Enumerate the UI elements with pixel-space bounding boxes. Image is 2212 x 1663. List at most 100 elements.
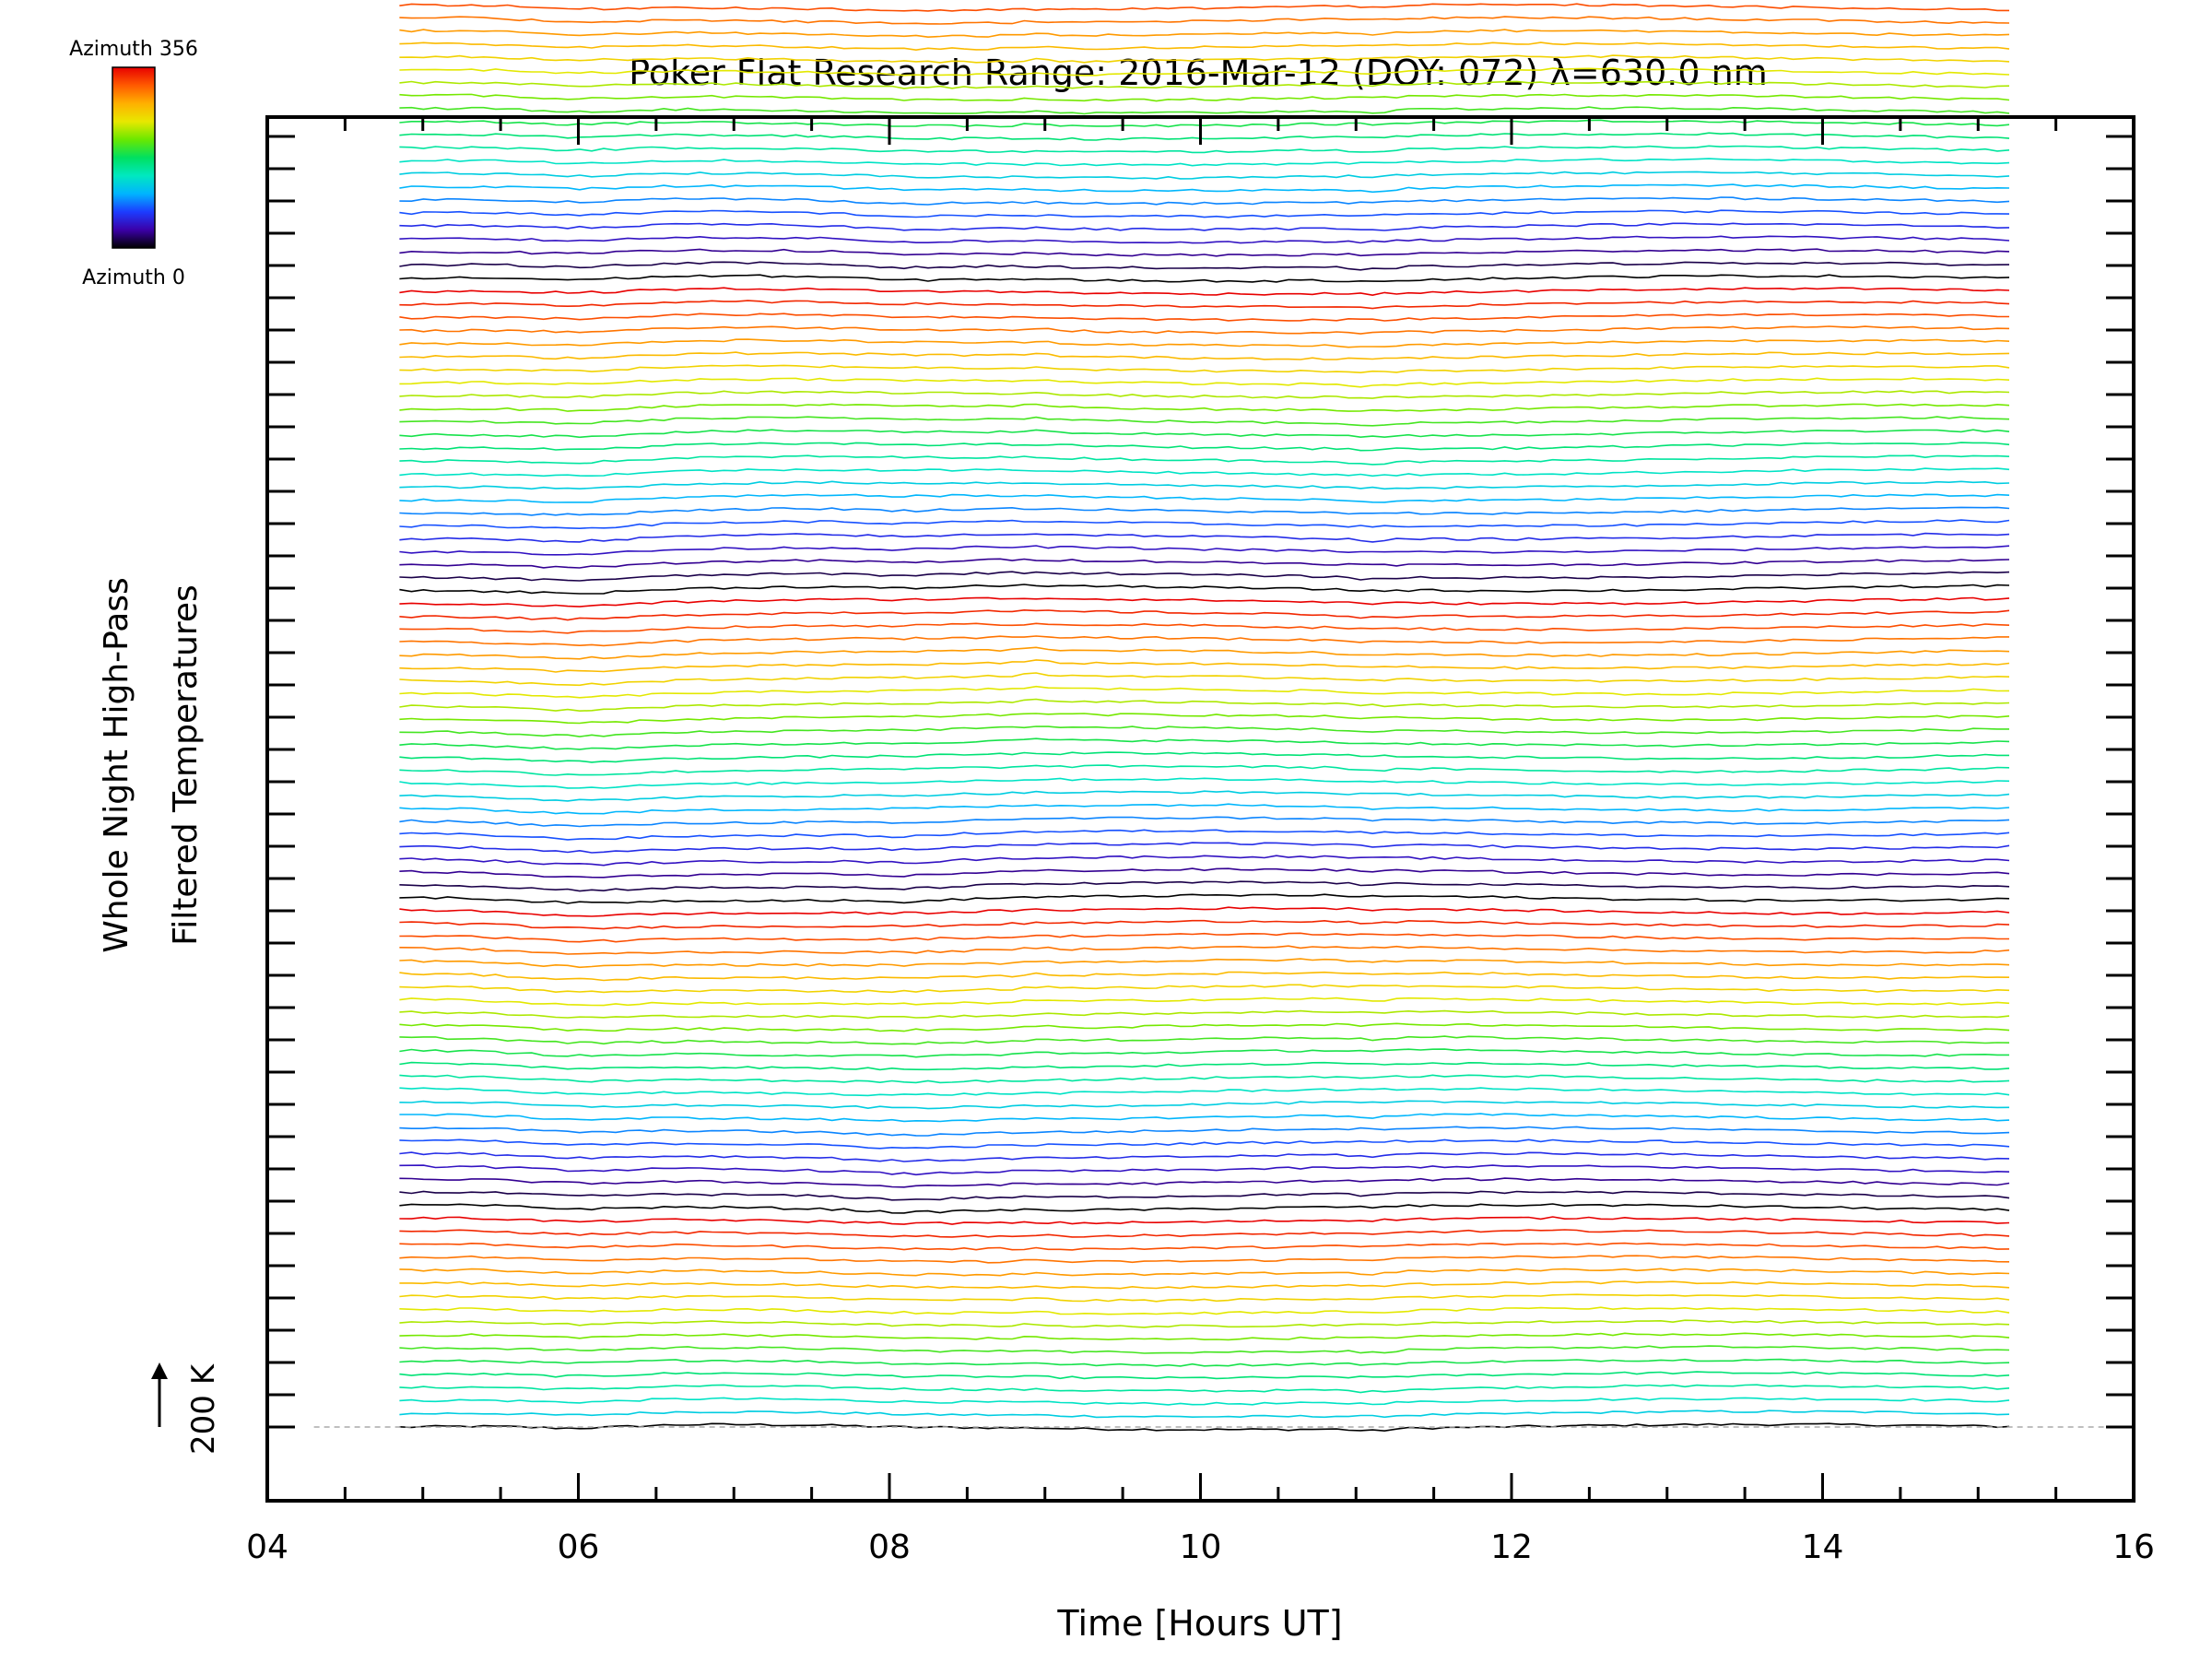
series-line bbox=[399, 737, 2010, 750]
y-axis-label-line2: Filtered Temperatures bbox=[167, 584, 205, 946]
series-line bbox=[399, 506, 2010, 516]
x-tick-label: 12 bbox=[1490, 1528, 1533, 1566]
series-line bbox=[399, 932, 2009, 943]
series-line bbox=[399, 1280, 2010, 1290]
colorbar-top-label: Azimuth 356 bbox=[69, 38, 198, 61]
series-line bbox=[399, 635, 2009, 647]
series-line bbox=[399, 1074, 2010, 1084]
series-line bbox=[399, 751, 2009, 763]
series-line bbox=[399, 1255, 2010, 1264]
series-line bbox=[399, 209, 2010, 218]
series-line bbox=[399, 338, 2010, 348]
series-line bbox=[399, 777, 2010, 789]
series-line bbox=[399, 997, 2010, 1007]
series-line bbox=[399, 984, 2010, 994]
series-line bbox=[399, 713, 2010, 725]
x-tick-label: 08 bbox=[868, 1528, 911, 1566]
series-line bbox=[399, 67, 2010, 77]
series-line bbox=[399, 171, 2010, 180]
series-line bbox=[399, 93, 2010, 102]
scale-bar: 200 K bbox=[151, 1362, 222, 1455]
series-line bbox=[399, 1138, 2010, 1150]
series-line bbox=[399, 1422, 2010, 1433]
x-tick-label: 04 bbox=[246, 1528, 288, 1566]
series-line bbox=[399, 855, 2010, 867]
series-line bbox=[399, 608, 2010, 621]
x-tick-label: 16 bbox=[2112, 1528, 2155, 1566]
series-line bbox=[399, 403, 2010, 412]
series-line bbox=[399, 274, 2010, 283]
series-line bbox=[399, 1268, 2010, 1277]
series-line bbox=[399, 235, 2010, 244]
series-line bbox=[399, 1164, 2010, 1176]
series-line bbox=[399, 158, 2010, 167]
series-line bbox=[399, 1332, 2010, 1341]
series-line bbox=[399, 1087, 2010, 1097]
series-line bbox=[399, 1061, 2010, 1071]
series-line bbox=[399, 659, 2010, 673]
series-line bbox=[399, 351, 2010, 360]
series-line bbox=[399, 287, 2010, 297]
series-line bbox=[399, 196, 2010, 206]
series-line bbox=[399, 1293, 2010, 1303]
series-line bbox=[399, 558, 2010, 569]
series-line bbox=[399, 1190, 2010, 1201]
series-line bbox=[399, 1358, 2010, 1367]
series-line bbox=[399, 816, 2010, 828]
series-line bbox=[399, 80, 2010, 89]
x-tick-labels: 04 06 08 10 12 14 16 bbox=[246, 1528, 2155, 1566]
series-line bbox=[399, 132, 2010, 141]
series-line bbox=[399, 119, 2010, 128]
series-line bbox=[399, 1048, 2009, 1058]
axes-group bbox=[265, 115, 2136, 1503]
series-line bbox=[399, 906, 2010, 917]
series-line bbox=[399, 390, 2010, 399]
series-line bbox=[399, 893, 2010, 904]
series-line bbox=[399, 1022, 2010, 1032]
series-line bbox=[399, 1397, 2010, 1406]
series-line bbox=[399, 945, 2010, 955]
series-line bbox=[399, 29, 2010, 39]
series-line bbox=[399, 1009, 2010, 1020]
series-line bbox=[399, 364, 2010, 374]
series-line bbox=[399, 222, 2010, 231]
series-line bbox=[399, 1216, 2010, 1225]
series-line bbox=[399, 685, 2010, 699]
colorbar: Azimuth 356 Azimuth 0 bbox=[69, 38, 198, 289]
series-line bbox=[399, 442, 2010, 452]
series-line bbox=[399, 1306, 2010, 1315]
series-line bbox=[399, 54, 2010, 64]
series-line bbox=[399, 145, 2010, 154]
series-line bbox=[399, 1113, 2010, 1123]
series-line bbox=[399, 596, 2010, 607]
series-line bbox=[399, 16, 2010, 25]
series-group bbox=[399, 3, 2010, 1433]
series-line bbox=[399, 829, 2010, 841]
series-line bbox=[399, 958, 2010, 969]
series-line bbox=[399, 493, 2010, 503]
series-line bbox=[399, 971, 2010, 982]
series-line bbox=[399, 429, 2010, 439]
series-line bbox=[399, 300, 2010, 310]
series-line bbox=[399, 1242, 2010, 1251]
series-line bbox=[399, 1319, 2010, 1328]
series-line bbox=[399, 41, 2010, 52]
series-line bbox=[399, 867, 2010, 879]
series-line bbox=[399, 842, 2010, 854]
series-line bbox=[399, 1229, 2010, 1238]
series-line bbox=[399, 313, 2010, 322]
series-line bbox=[399, 454, 2010, 466]
y-axis-label-line1: Whole Night High-Pass bbox=[98, 577, 135, 953]
series-line bbox=[399, 377, 2010, 388]
series-line bbox=[399, 584, 2010, 595]
series-line bbox=[399, 1203, 2010, 1214]
series-line bbox=[399, 106, 2010, 115]
x-tick-label: 14 bbox=[1802, 1528, 1844, 1566]
series-line bbox=[399, 248, 2010, 257]
series-line bbox=[399, 1035, 2010, 1045]
series-line bbox=[399, 698, 2010, 713]
series-line bbox=[399, 571, 2010, 582]
series-line bbox=[399, 622, 2010, 634]
series-line bbox=[399, 1100, 2010, 1110]
